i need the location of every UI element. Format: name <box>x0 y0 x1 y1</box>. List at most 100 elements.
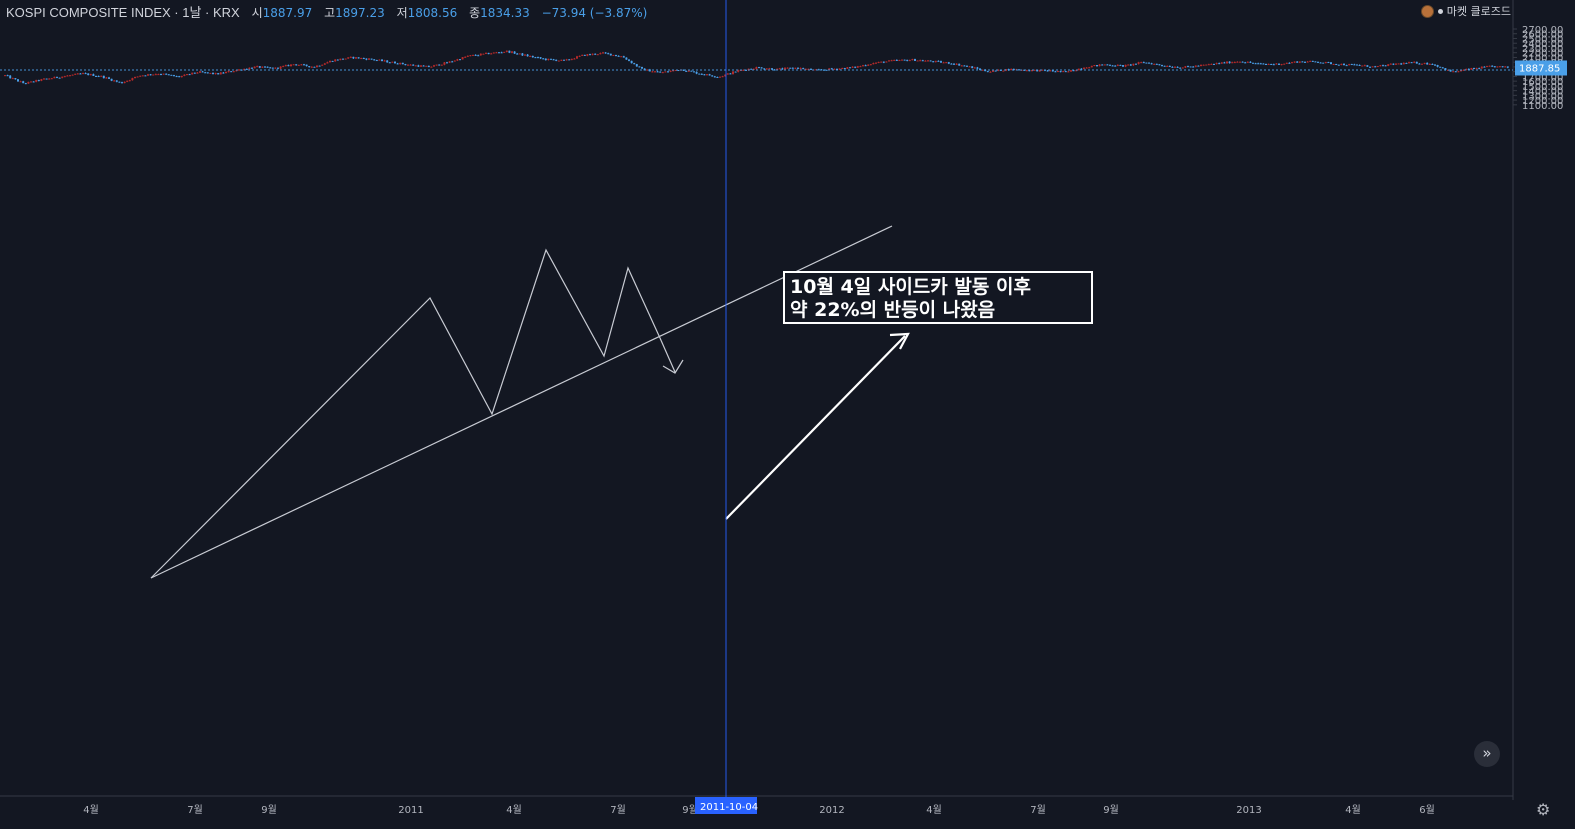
trend-line-zigzag[interactable] <box>150 248 661 579</box>
candle-body <box>1389 63 1392 65</box>
down-arrow-line[interactable] <box>659 337 676 373</box>
candle-body <box>1244 62 1247 64</box>
candle-body <box>1306 61 1309 63</box>
candle-body <box>440 64 443 66</box>
candle-body <box>370 58 373 60</box>
candle-body <box>290 64 292 67</box>
symbol-name[interactable]: KOSPI COMPOSITE INDEX · 1날 · KRX <box>6 5 240 20</box>
candle-body <box>1213 63 1215 65</box>
candle-body <box>973 67 976 69</box>
candle-body <box>810 68 812 70</box>
candle-body <box>399 62 402 65</box>
candle-body <box>1467 68 1470 70</box>
candle-body <box>76 73 79 75</box>
candle-body <box>1046 70 1049 72</box>
candle-body <box>170 74 173 76</box>
market-status[interactable]: 마켓 클로즈드 <box>1420 3 1511 19</box>
candle-body <box>1405 62 1408 64</box>
candle-body <box>1051 70 1054 72</box>
candle-body <box>1457 71 1460 73</box>
candle-body <box>1140 62 1143 64</box>
candle-body <box>758 67 760 69</box>
candle-body <box>906 59 909 61</box>
candle-body <box>945 62 948 64</box>
candle-body <box>352 56 355 59</box>
candle-body <box>222 72 225 74</box>
candle-body <box>144 75 147 77</box>
scroll-to-realtime-button[interactable]: » <box>1474 741 1500 767</box>
candle-body <box>646 69 649 71</box>
candle-body <box>1280 64 1283 66</box>
trend-line-support[interactable] <box>150 225 893 579</box>
candle-body <box>1129 64 1132 66</box>
candle-body <box>1291 62 1293 64</box>
candle-body <box>136 76 139 78</box>
candle-body <box>921 60 924 62</box>
candle-body <box>1150 63 1153 65</box>
gear-icon[interactable]: ⚙ <box>1536 800 1551 819</box>
candle-body <box>576 56 578 59</box>
candle-body <box>791 67 794 69</box>
candle-body <box>875 62 877 64</box>
candle-body <box>1057 71 1059 73</box>
candle-body <box>672 70 675 72</box>
candle-body <box>1499 66 1501 68</box>
candle-body <box>1475 68 1478 70</box>
candle-body <box>1353 64 1356 66</box>
candle-body <box>966 65 968 67</box>
candle-body <box>1049 70 1052 72</box>
candle-body <box>518 53 521 55</box>
candle-body <box>638 66 641 68</box>
candle-body <box>438 64 441 66</box>
candle-body <box>997 69 1000 71</box>
candle-body <box>968 66 971 68</box>
candle-body <box>451 61 454 63</box>
candle-body <box>232 71 235 73</box>
candle-body <box>628 59 630 61</box>
candle-body <box>45 78 48 80</box>
candle-body <box>1116 64 1119 66</box>
candle-body <box>248 67 251 70</box>
candle-body <box>321 64 324 66</box>
candle-body <box>113 80 116 82</box>
candle-body <box>604 52 607 54</box>
rebound-arrow-line[interactable] <box>725 335 906 520</box>
candle-body <box>1418 63 1421 65</box>
candle-body <box>1462 69 1465 71</box>
candle-body <box>1101 64 1104 66</box>
candle-body <box>609 53 612 56</box>
candle-body <box>908 60 911 62</box>
candle-body <box>446 62 448 64</box>
candle-body <box>804 68 807 70</box>
last-price-label: 1887.85 <box>1519 63 1560 74</box>
candle-body <box>838 68 841 70</box>
candle-body <box>622 56 625 58</box>
candle-body <box>1317 61 1319 63</box>
candle-body <box>375 60 378 62</box>
candle-body <box>776 68 779 70</box>
candle-body <box>448 61 451 63</box>
candle-body <box>1309 60 1312 62</box>
candle-body <box>885 61 888 63</box>
candle-body <box>1127 64 1130 66</box>
candle-body <box>175 76 178 78</box>
candle-body <box>1275 63 1278 65</box>
candle-body <box>539 57 542 59</box>
candle-body <box>836 68 838 70</box>
down-arrow-head <box>662 359 684 374</box>
candle-body <box>1153 63 1156 65</box>
candle-body <box>771 68 773 70</box>
annotation-box[interactable]: 10월 4일 사이드카 발동 이후 약 22%의 반등이 나왔음 <box>783 271 1093 324</box>
candle-body <box>583 54 586 56</box>
candle-body <box>297 64 300 66</box>
candle-body <box>1335 63 1338 65</box>
candle-body <box>1010 68 1013 71</box>
open-label: 시 <box>251 6 263 20</box>
candle-body <box>1075 70 1078 72</box>
candle-body <box>784 67 786 70</box>
candle-body <box>856 66 859 68</box>
candle-body <box>115 80 118 82</box>
candle-body <box>264 66 266 68</box>
candle-body <box>357 57 360 59</box>
